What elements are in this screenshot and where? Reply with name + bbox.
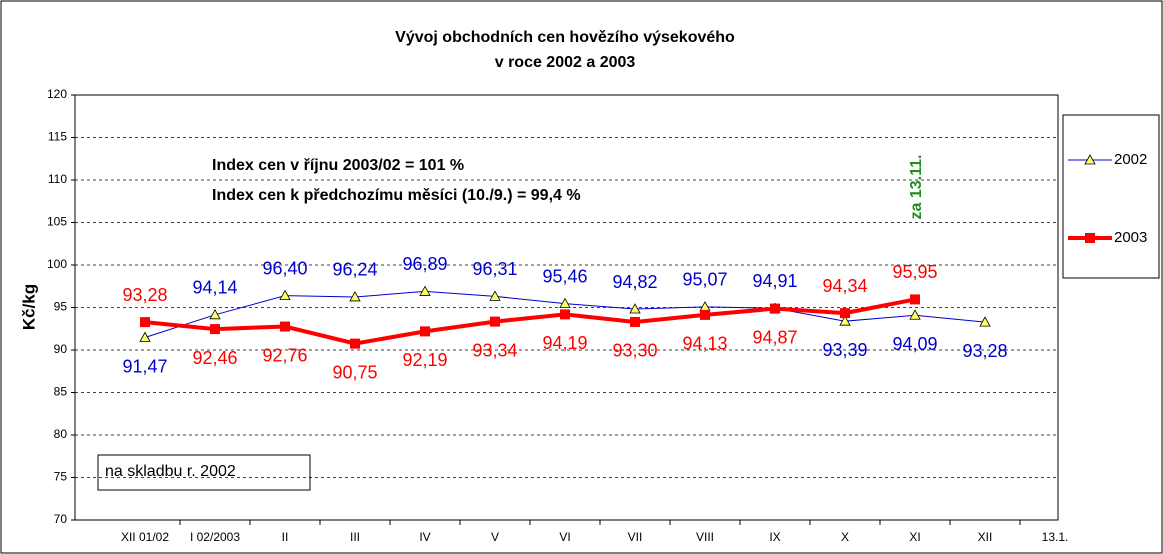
value-label: 93,28: [962, 341, 1007, 361]
x-tick-label: I 02/2003: [190, 530, 240, 544]
point: [420, 326, 430, 337]
legend-marker: [1084, 154, 1096, 165]
point: [770, 303, 780, 314]
point: [490, 316, 500, 327]
point: [979, 316, 991, 327]
point: [700, 309, 710, 320]
value-label: 96,40: [262, 258, 307, 278]
y-tick-label: 70: [54, 512, 68, 526]
y-tick-label: 110: [48, 172, 67, 186]
value-label: 93,39: [822, 340, 867, 360]
chart-title: Vývoj obchodních cen hovězího výsekového: [395, 29, 735, 46]
point: [910, 294, 920, 305]
value-label: 96,89: [402, 254, 447, 274]
x-tick-label: VIII: [696, 530, 714, 544]
value-label: 96,24: [332, 260, 377, 280]
point: [139, 331, 151, 342]
legend-label: 2003: [1114, 229, 1147, 246]
point: [560, 309, 570, 320]
y-axis-label: Kč/kg: [19, 284, 38, 330]
annotation: Index cen v říjnu 2003/02 = 101 %: [212, 157, 464, 174]
x-tick-label: VI: [559, 530, 570, 544]
legend: [1062, 114, 1160, 279]
point: [280, 321, 290, 332]
value-label: 94,19: [542, 333, 587, 353]
value-label: 93,34: [472, 340, 517, 360]
value-label: 94,13: [682, 334, 727, 354]
point: [350, 338, 360, 349]
value-label: 95,46: [542, 266, 587, 286]
series-line: [144, 297, 916, 346]
x-tick-label: XII 01/02: [121, 530, 169, 544]
x-tick-label: IX: [769, 530, 780, 544]
value-label: 93,28: [122, 285, 167, 305]
y-tick-label: 80: [54, 427, 68, 441]
value-label: 94,14: [192, 278, 237, 298]
plot-frame: [74, 94, 1059, 521]
legend-marker: [1085, 233, 1095, 243]
value-label: 94,91: [752, 271, 797, 291]
value-label: 93,30: [612, 341, 657, 361]
y-tick-label: 105: [47, 215, 67, 229]
y-tick-label: 90: [54, 342, 68, 356]
value-label: 92,76: [262, 345, 307, 365]
point: [279, 289, 291, 301]
point: [840, 308, 850, 319]
point: [839, 315, 851, 326]
point: [629, 303, 641, 314]
chart-title: v roce 2002 a 2003: [495, 54, 636, 71]
x-tick-label: II: [282, 530, 289, 544]
value-label: 95,95: [892, 262, 937, 282]
x-tick-label: 13.1.: [1042, 530, 1069, 544]
point: [349, 291, 361, 302]
x-tick-label: IV: [419, 530, 430, 544]
value-label: 94,87: [752, 327, 797, 347]
x-tick-label: III: [350, 530, 360, 544]
annotation: na skladbu r. 2002: [105, 463, 236, 480]
point: [630, 316, 640, 327]
point: [909, 309, 921, 320]
value-label: 94,82: [612, 272, 657, 292]
point: [489, 290, 501, 301]
value-label: 92,19: [402, 350, 447, 370]
x-tick-label: VII: [628, 530, 643, 544]
point: [209, 308, 221, 320]
value-label: 92,46: [192, 348, 237, 368]
value-label: 90,75: [332, 362, 377, 382]
point: [140, 317, 150, 328]
point: [559, 297, 571, 308]
point: [210, 324, 220, 335]
x-tick-label: X: [841, 530, 849, 544]
annotation: Index cen k předchozímu měsíci (10./9.) …: [212, 187, 581, 204]
x-tick-label: XI: [909, 530, 920, 544]
y-tick-label: 120: [47, 87, 67, 101]
y-tick-label: 95: [54, 300, 68, 314]
value-label: 94,34: [822, 276, 867, 296]
value-label: 94,09: [892, 334, 937, 354]
legend-label: 2002: [1114, 151, 1147, 168]
value-label: 91,47: [122, 356, 167, 376]
y-tick-label: 100: [47, 257, 67, 271]
y-tick-label: 115: [48, 130, 67, 144]
x-tick-label: V: [491, 530, 499, 544]
value-label: 96,31: [472, 259, 517, 279]
value-label: 95,07: [682, 270, 727, 290]
point: [419, 285, 431, 296]
y-tick-label: 85: [54, 385, 68, 399]
x-tick-label: XII: [978, 530, 993, 544]
annotation: za 13.11.: [908, 155, 925, 220]
y-tick-label: 75: [54, 470, 68, 484]
note-box: [97, 454, 311, 491]
